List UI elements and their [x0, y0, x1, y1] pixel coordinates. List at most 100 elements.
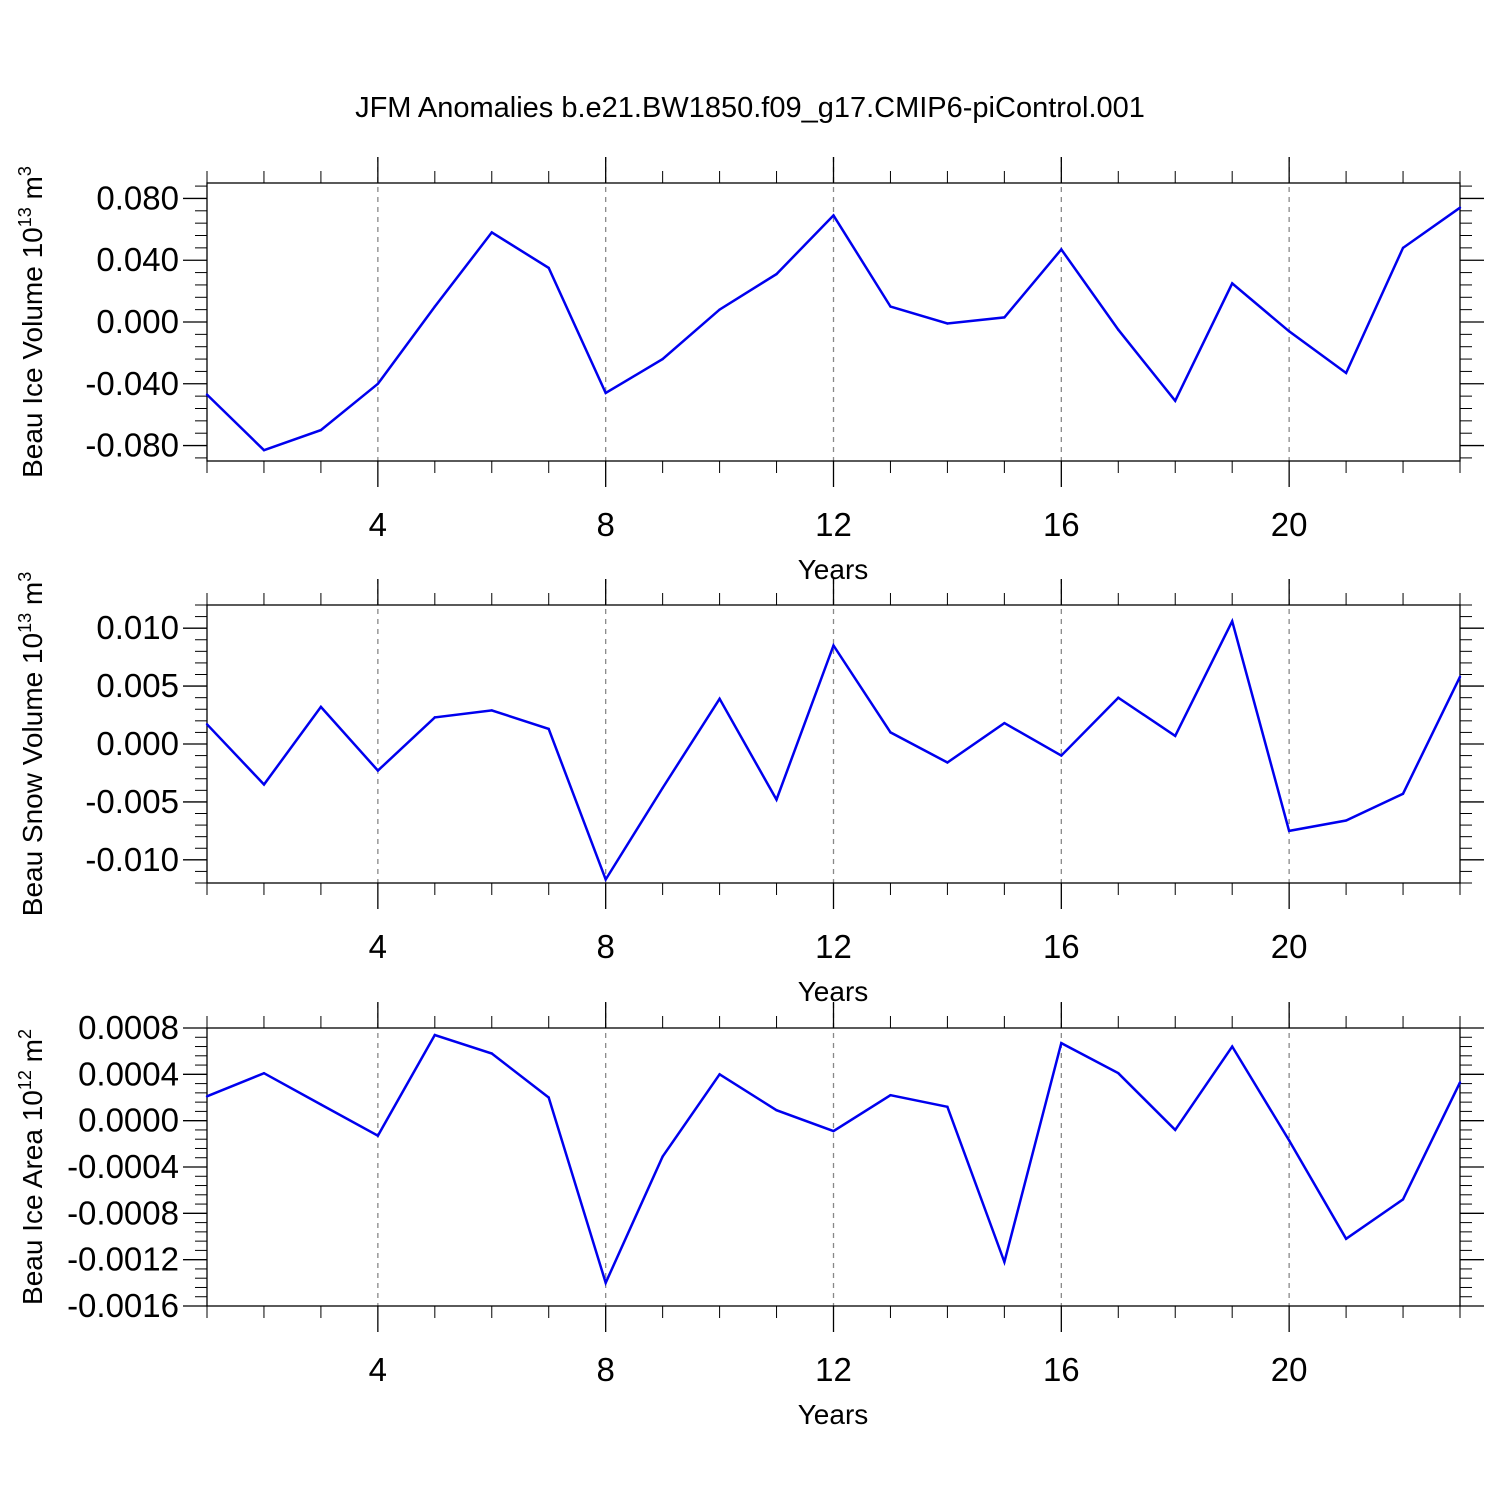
y-tick-label: -0.0012 — [67, 1241, 179, 1278]
data-point — [1344, 371, 1348, 375]
data-point — [1401, 792, 1405, 796]
x-tick-label: 4 — [369, 506, 387, 543]
data-point — [1344, 1237, 1348, 1241]
data-point — [1003, 1260, 1006, 1264]
plot-frame — [206, 182, 1461, 462]
y-tick-label: 0.000 — [96, 725, 179, 762]
x-tick-label: 20 — [1271, 506, 1308, 543]
x-tick-label: 20 — [1271, 1351, 1308, 1388]
data-point — [661, 357, 664, 361]
data-point — [490, 709, 493, 712]
data-point — [1287, 1139, 1291, 1142]
plot-frame — [206, 604, 1461, 884]
x-tick-label: 12 — [815, 928, 852, 965]
y-tick-label: -0.0008 — [67, 1194, 179, 1231]
data-point — [604, 391, 607, 395]
data-point — [1117, 696, 1120, 699]
data-point — [604, 1281, 607, 1285]
chart-panel-3: -0.0016 -0.0012 -0.0008 -0.0004 0.0000 0.0004… — [15, 1002, 1484, 1430]
data-point — [1458, 206, 1462, 209]
y-tick-label: -0.005 — [85, 783, 179, 820]
y-tick-label: 0.005 — [96, 667, 179, 704]
data-point — [775, 798, 778, 801]
data-point — [262, 1071, 266, 1075]
y-tick-label: 0.010 — [96, 609, 179, 646]
data-point — [319, 428, 323, 432]
y-axis-title: Beau Ice Volume 1013 m3 — [15, 166, 48, 478]
x-tick-label: 12 — [815, 1351, 852, 1388]
data-point — [205, 1095, 209, 1098]
data-point — [1458, 1081, 1462, 1084]
data-point — [1230, 1045, 1234, 1048]
figure-title: JFM Anomalies b.e21.BW1850.f09_g17.CMIP6… — [355, 92, 1145, 124]
data-point — [718, 1073, 721, 1076]
data-point — [775, 1109, 778, 1112]
data-point — [889, 731, 892, 734]
data-point — [889, 305, 892, 308]
x-tick-label: 8 — [597, 1351, 615, 1388]
data-point — [1174, 399, 1177, 402]
data-point — [889, 1093, 892, 1097]
data-point — [1401, 1198, 1405, 1201]
data-point — [1060, 754, 1063, 757]
data-point — [1003, 316, 1006, 319]
data-point — [376, 1134, 380, 1137]
x-tick-label: 16 — [1043, 1351, 1080, 1388]
x-tick-label: 20 — [1271, 928, 1308, 965]
data-point — [1117, 1071, 1120, 1075]
data-point — [262, 448, 266, 452]
data-point — [832, 214, 835, 217]
data-point — [1117, 328, 1120, 331]
data-point — [1287, 330, 1291, 333]
data-point — [1003, 721, 1006, 725]
data-point — [946, 1105, 949, 1108]
data-point — [490, 1052, 493, 1055]
data-point — [205, 723, 209, 726]
data-point — [832, 1129, 835, 1133]
data-point — [490, 231, 493, 234]
data-point — [319, 705, 323, 709]
x-tick-label: 4 — [369, 928, 387, 965]
x-tick-label: 4 — [369, 1351, 387, 1388]
chart-panel-2: -0.010 -0.005 0.000 0.005 0.010 4 8 12 16 20 Years… — [15, 572, 1484, 1007]
y-tick-label: 0.0008 — [78, 1009, 179, 1046]
y-tick-label: -0.040 — [85, 365, 179, 402]
y-tick-label: -0.0016 — [67, 1287, 179, 1324]
data-point — [946, 761, 949, 764]
y-tick-label: -0.0004 — [67, 1148, 179, 1185]
data-point — [1458, 675, 1462, 679]
data-point — [1060, 248, 1063, 251]
data-point — [1174, 734, 1177, 738]
data-point — [718, 697, 721, 701]
data-point — [718, 308, 721, 311]
data-point — [319, 1103, 323, 1106]
data-point — [547, 266, 550, 270]
y-tick-label: 0.080 — [96, 179, 179, 216]
data-point — [661, 786, 664, 790]
x-axis-title: Years — [798, 1399, 869, 1430]
x-axis-title: Years — [798, 976, 869, 1007]
data-point — [547, 727, 550, 731]
data-point — [1230, 282, 1234, 285]
plot-frame — [206, 1027, 1461, 1307]
x-tick-label: 8 — [597, 928, 615, 965]
y-tick-label: 0.000 — [96, 303, 179, 340]
data-point — [661, 1155, 664, 1158]
x-tick-label: 16 — [1043, 928, 1080, 965]
data-point — [376, 382, 380, 385]
data-point — [1401, 246, 1405, 250]
data-point — [547, 1096, 550, 1099]
y-tick-label: -0.010 — [85, 841, 179, 878]
y-tick-label: 0.0000 — [78, 1102, 179, 1139]
data-point — [1344, 819, 1348, 822]
data-point — [262, 783, 266, 786]
data-point — [433, 1033, 437, 1037]
data-point — [1230, 620, 1234, 623]
data-point — [1174, 1128, 1177, 1132]
x-tick-label: 8 — [597, 506, 615, 543]
data-point — [604, 878, 607, 881]
data-point — [376, 769, 380, 772]
y-axis-title: Beau Snow Volume 1013 m3 — [15, 572, 48, 916]
